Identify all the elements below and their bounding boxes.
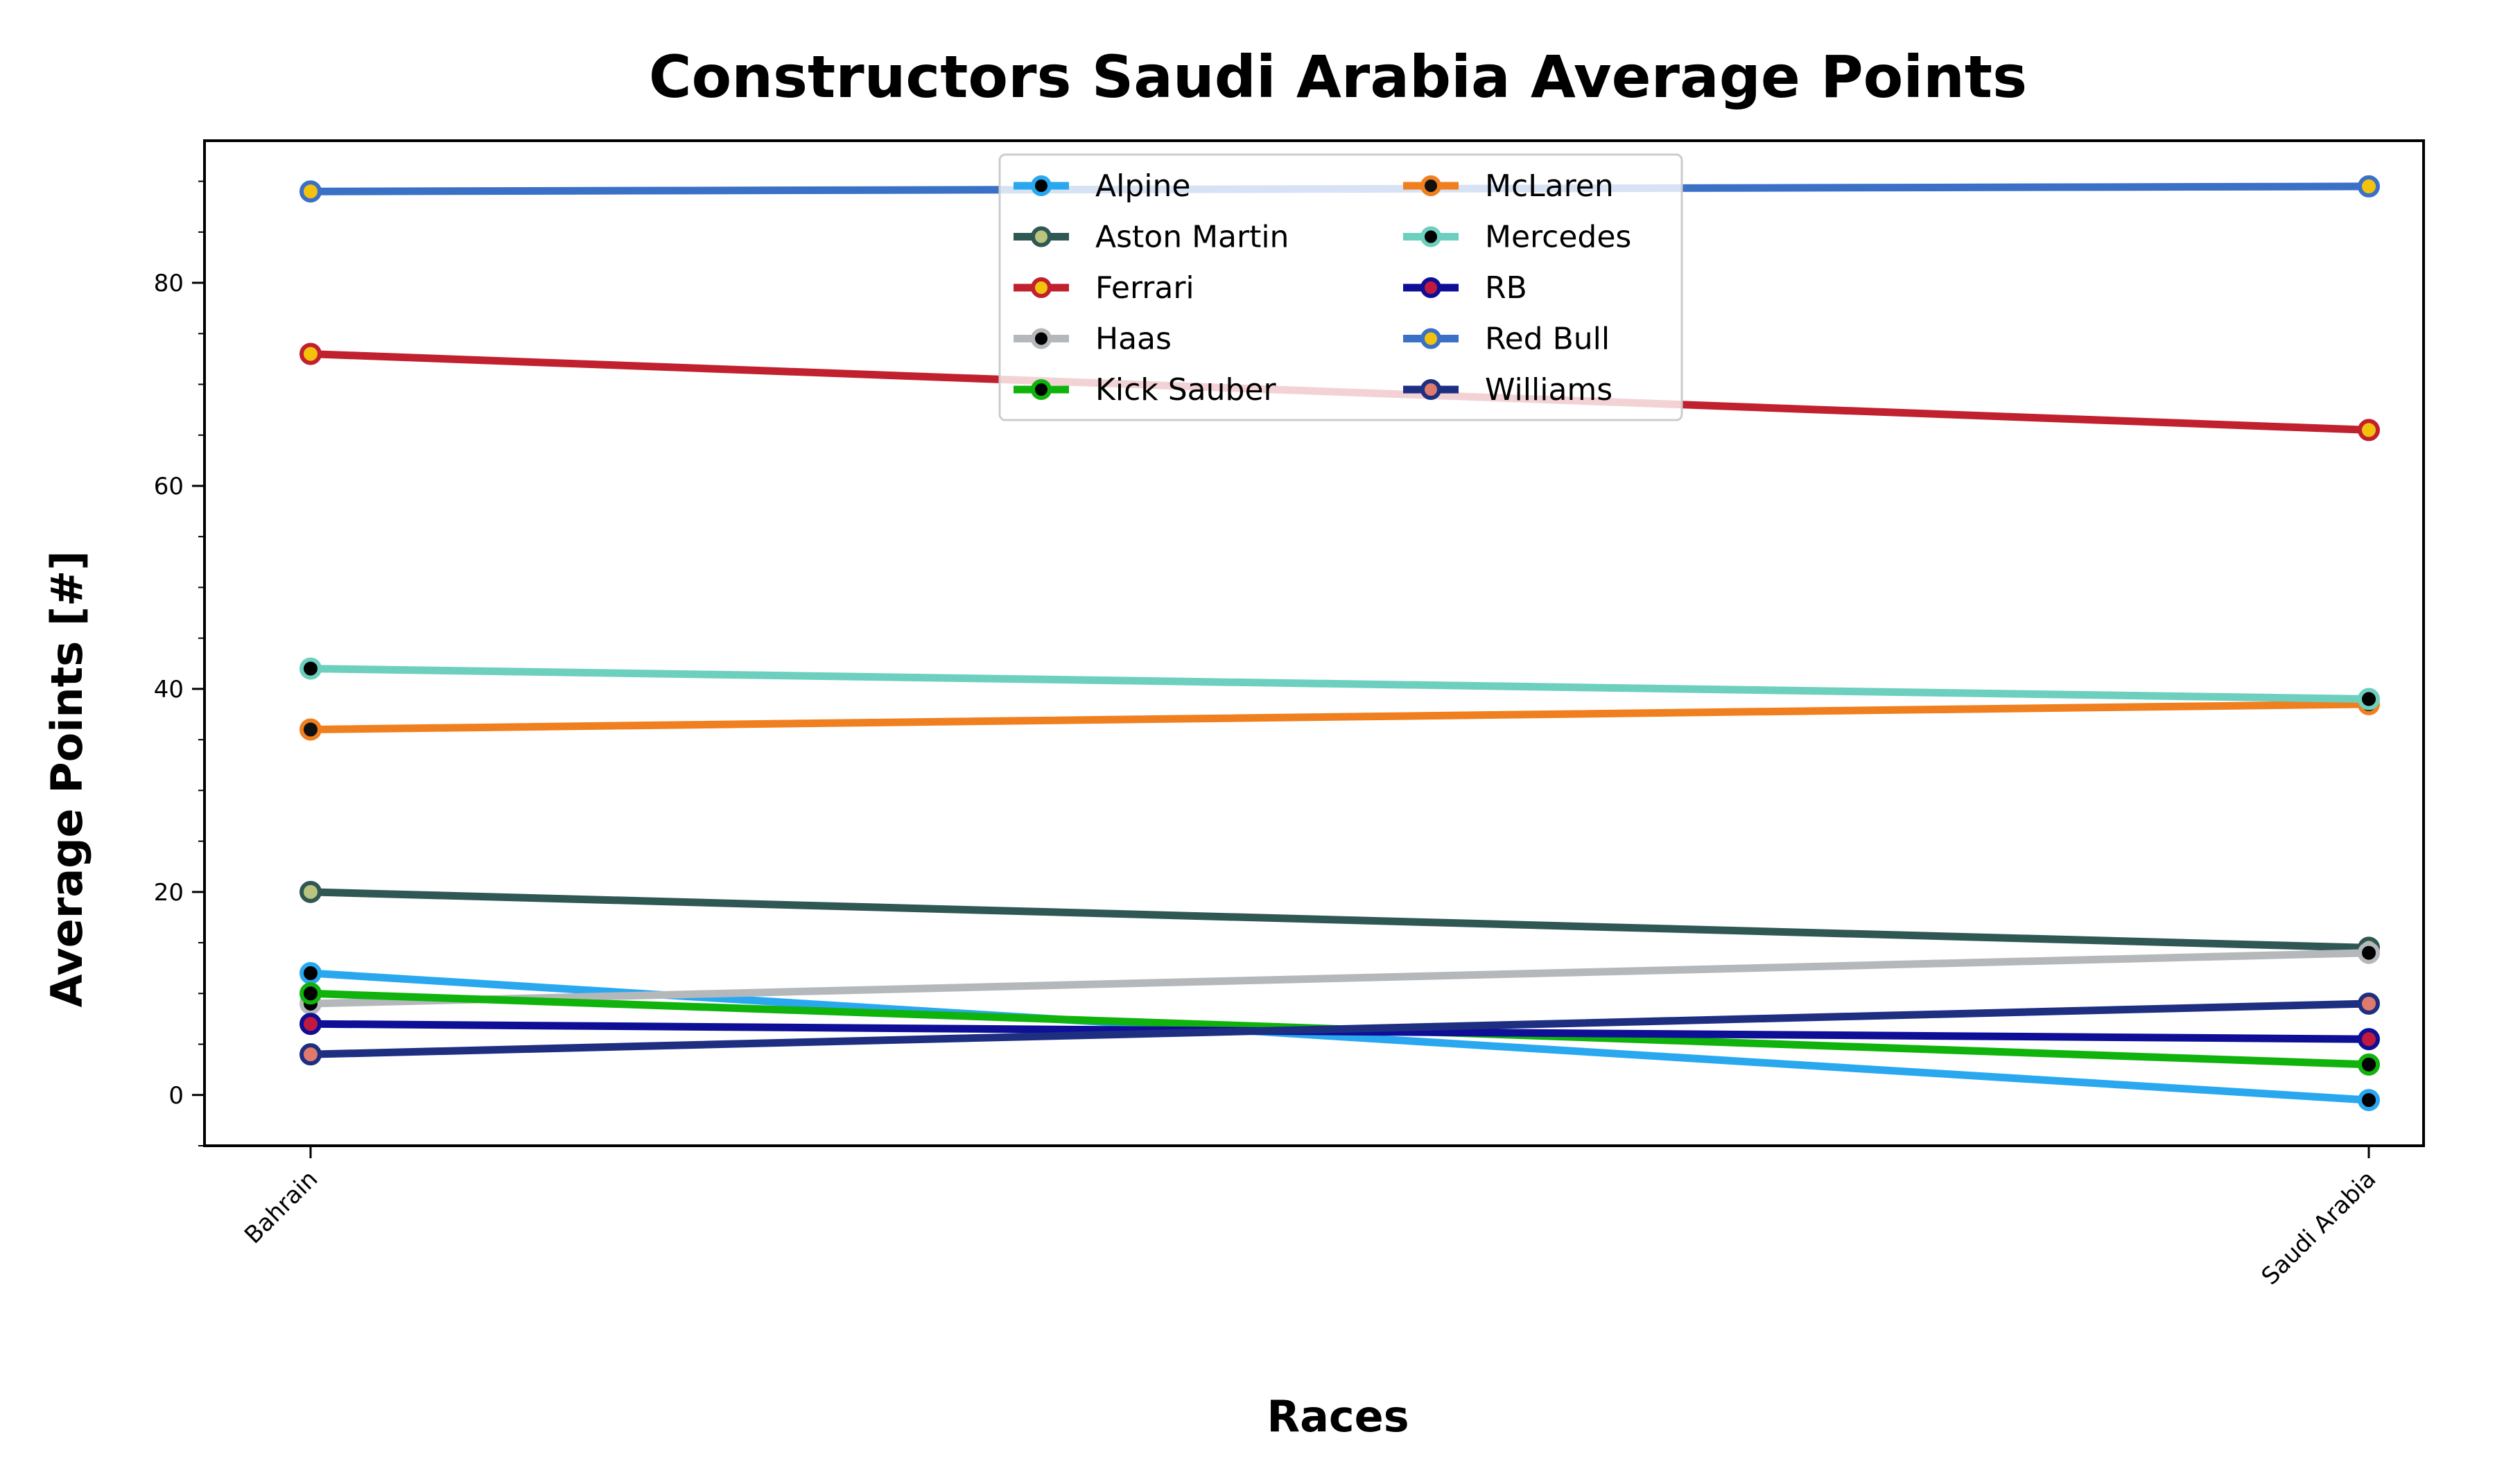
legend-label-williams: Williams: [1485, 372, 1612, 408]
series-line-haas: [306, 949, 2373, 1008]
point-rb-bahrain: [299, 1013, 322, 1036]
legend-label-mercedes: Mercedes: [1485, 220, 1631, 255]
legend-label-rb: RB: [1485, 270, 1527, 306]
point-red-bull-saudi-arabia: [2358, 175, 2380, 198]
point-rb-saudi-arabia: [2358, 1028, 2380, 1051]
legend-marker-aston-martin: [1031, 226, 1052, 247]
series-line-williams: [306, 999, 2373, 1058]
point-williams-bahrain: [299, 1043, 322, 1066]
legend-marker-kick-sauber: [1031, 379, 1052, 400]
point-ferrari-saudi-arabia: [2358, 419, 2380, 442]
legend-marker-haas: [1031, 328, 1052, 349]
legend-marker-ferrari: [1031, 277, 1052, 298]
legend-marker-mercedes: [1420, 226, 1441, 247]
legend-label-kick-sauber: Kick Sauber: [1095, 372, 1277, 408]
y-tick-label-0: 0: [168, 1082, 184, 1110]
legend-label-aston-martin: Aston Martin: [1095, 220, 1289, 255]
y-axis-label: Average Points [#]: [42, 551, 92, 1008]
x-axis-label: Races: [1267, 1391, 1409, 1442]
legend-marker-alpine: [1031, 175, 1052, 196]
point-kick-sauber-bahrain: [299, 982, 322, 1005]
point-alpine-bahrain: [299, 962, 322, 985]
legend-marker-williams: [1420, 379, 1441, 400]
legend-label-ferrari: Ferrari: [1095, 270, 1194, 306]
legend-marker-mclaren: [1420, 175, 1441, 196]
series-line-mercedes: [306, 665, 2373, 704]
y-tick-label-80: 80: [154, 270, 184, 297]
chart-title: Constructors Saudi Arabia Average Points: [649, 43, 2027, 111]
point-mclaren-bahrain: [299, 718, 322, 741]
series-line-aston-martin: [306, 888, 2373, 952]
point-alpine-saudi-arabia: [2358, 1089, 2380, 1112]
series-line-mclaren: [306, 700, 2373, 733]
point-haas-saudi-arabia: [2358, 941, 2380, 964]
point-williams-saudi-arabia: [2358, 992, 2380, 1015]
point-red-bull-bahrain: [299, 180, 322, 203]
legend-box: [998, 153, 1683, 421]
point-aston-martin-bahrain: [299, 880, 322, 903]
legend-label-red-bull: Red Bull: [1485, 322, 1610, 357]
point-kick-sauber-saudi-arabia: [2358, 1053, 2380, 1076]
point-mercedes-bahrain: [299, 657, 322, 680]
legend: Alpine Aston Martin Ferrari Haas Kick Sauber…: [998, 153, 1683, 421]
y-tick-label-20: 20: [154, 879, 184, 907]
legend-marker-red-bull: [1420, 328, 1441, 349]
point-mercedes-saudi-arabia: [2358, 688, 2380, 710]
legend-label-haas: Haas: [1095, 322, 1172, 357]
legend-label-mclaren: McLaren: [1485, 168, 1614, 204]
legend-marker-rb: [1420, 277, 1441, 298]
y-tick-label-60: 60: [154, 473, 184, 500]
point-ferrari-bahrain: [299, 342, 322, 365]
series-layer: [299, 175, 2380, 1112]
x-tick-label-saudi-arabia: Saudi Arabia: [2257, 1165, 2382, 1291]
x-tick-label-bahrain: Bahrain: [239, 1165, 323, 1249]
legend-label-alpine: Alpine: [1095, 168, 1190, 204]
y-tick-label-40: 40: [154, 676, 184, 704]
plot-frame: [203, 139, 2425, 1147]
